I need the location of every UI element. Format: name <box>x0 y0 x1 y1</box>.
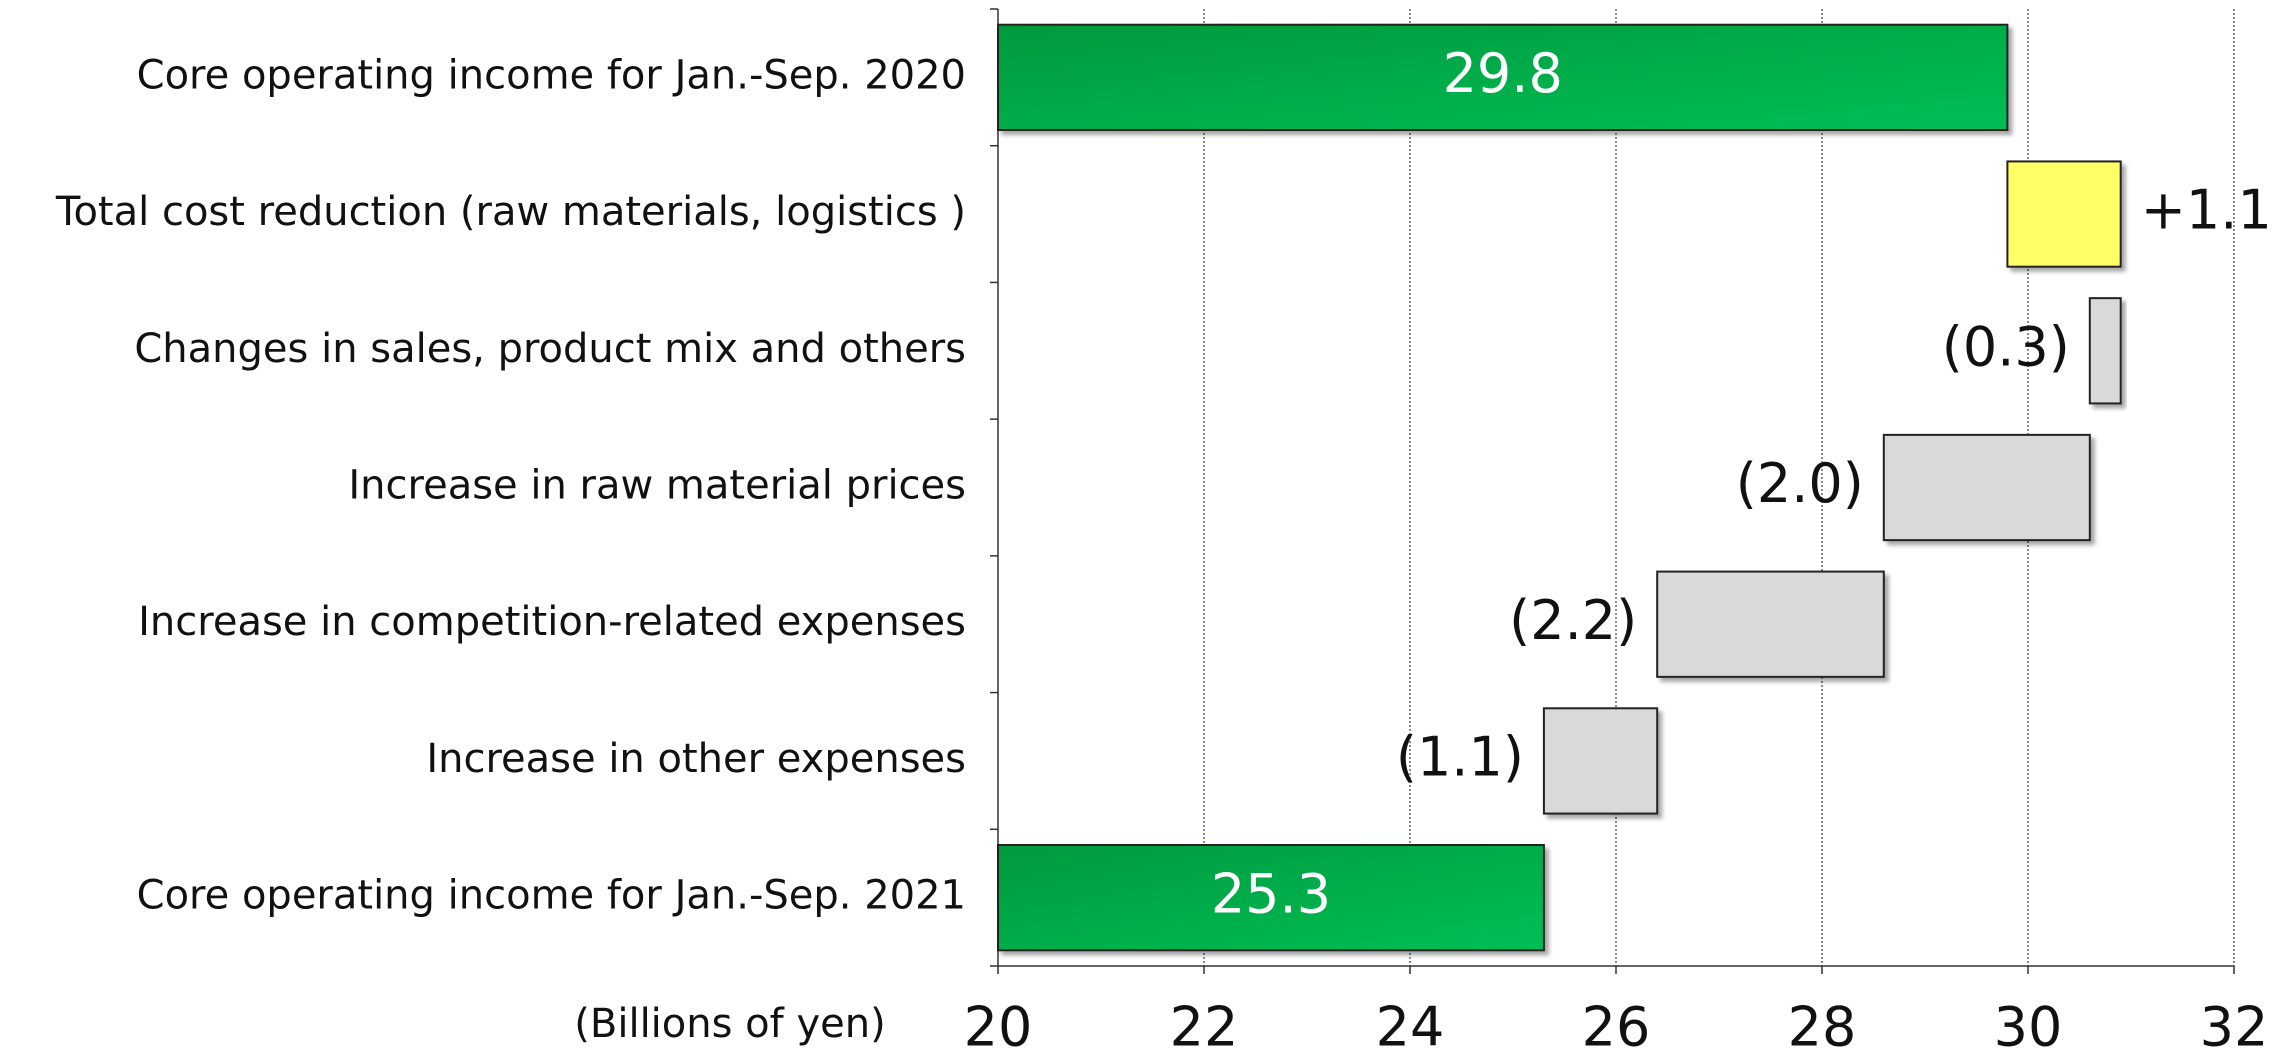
bar <box>2088 297 2122 405</box>
y-tick-label: Increase in raw material prices <box>348 463 966 509</box>
bar <box>2006 160 2122 268</box>
data-label: 29.8 <box>1443 42 1563 105</box>
x-tick-label: 20 <box>964 996 1033 1057</box>
x-tick-label: 30 <box>1994 996 2063 1057</box>
x-tick-label: 28 <box>1788 996 1857 1057</box>
y-tick-label: Increase in other expenses <box>426 736 966 782</box>
y-tick-label: Total cost reduction (raw materials, log… <box>55 189 966 235</box>
data-label: (0.3) <box>1942 315 2070 378</box>
x-tick-label: 24 <box>1376 996 1445 1057</box>
x-tick-label: 22 <box>1170 996 1239 1057</box>
y-tick-label: Changes in sales, product mix and others <box>134 326 966 372</box>
data-label: (2.0) <box>1736 452 1864 515</box>
bar <box>1882 433 2091 542</box>
bar <box>997 23 2009 131</box>
x-axis-label: (Billions of yen) <box>574 1001 885 1047</box>
data-label: 25.3 <box>1211 862 1331 925</box>
x-tick-label: 26 <box>1582 996 1651 1057</box>
x-tick-label: 32 <box>2200 996 2269 1057</box>
y-tick-label: Core operating income for Jan.-Sep. 2020 <box>137 52 966 98</box>
y-tick-label: Core operating income for Jan.-Sep. 2021 <box>137 873 966 919</box>
data-label: +1.1 <box>2141 179 2272 242</box>
y-tick-label: Increase in competition-related expenses <box>138 599 966 645</box>
bar <box>997 844 1545 952</box>
bar <box>1542 707 1659 815</box>
data-label: (1.1) <box>1396 726 1524 789</box>
data-label: (2.2) <box>1509 589 1637 652</box>
bar <box>1656 570 1885 678</box>
